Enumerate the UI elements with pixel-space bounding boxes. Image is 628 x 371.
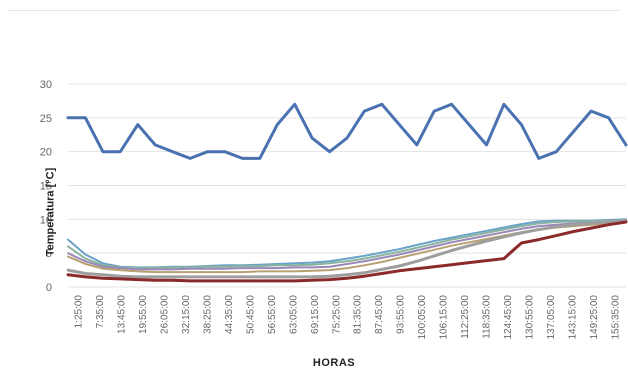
- x-tick-label: 38:25:00: [203, 295, 214, 334]
- x-tick-label: 32:15:00: [181, 295, 192, 334]
- x-tick-label: 26:05:00: [160, 295, 171, 334]
- y-tick-label: 15: [40, 181, 52, 193]
- x-tick-label: 44:35:00: [224, 295, 235, 334]
- series-line: [67, 219, 627, 271]
- y-tick-label: 20: [40, 147, 52, 159]
- x-tick-label: 81:35:00: [353, 295, 364, 334]
- y-tick-label: 0: [46, 282, 52, 294]
- x-tick-label: 149:25:00: [589, 295, 600, 340]
- y-tick-label: 25: [40, 113, 52, 125]
- x-tick-label: 143:15:00: [567, 295, 578, 340]
- x-tick-label: 87:45:00: [374, 295, 385, 334]
- x-tick-label: 13:45:00: [117, 295, 128, 334]
- x-tick-label: 75:25:00: [331, 295, 342, 334]
- x-tick-label: 19:55:00: [138, 295, 149, 334]
- y-axis-label: Temperatura [°C]: [44, 167, 57, 257]
- x-tick-label: 63:05:00: [288, 295, 299, 334]
- x-tick-label: 7:35:00: [95, 295, 106, 329]
- series-line: [66, 102, 628, 160]
- x-tick-label: 112:25:00: [460, 295, 471, 339]
- y-tick-label: 30: [40, 79, 52, 91]
- series-line: [67, 219, 627, 270]
- x-tick-label: 130:55:00: [524, 295, 535, 340]
- x-tick-label: 56:55:00: [267, 295, 278, 334]
- y-tick-label: 10: [40, 214, 52, 226]
- x-tick-label: 118:35:00: [482, 295, 493, 339]
- x-tick-label: 50:45:00: [245, 295, 256, 334]
- x-tick-label: 106:15:00: [439, 295, 450, 340]
- x-tick-label: 93:55:00: [396, 295, 407, 334]
- series-line: [66, 220, 628, 283]
- y-tick-label: 5: [46, 248, 52, 260]
- x-tick-label: 137:05:00: [546, 295, 557, 340]
- chart-frame-line: [8, 10, 620, 11]
- x-axis-label: HORAS: [312, 357, 356, 369]
- x-tick-label: 1:25:00: [74, 295, 85, 329]
- x-tick-label: 100:05:00: [417, 295, 428, 340]
- x-tick-label: 69:15:00: [310, 295, 321, 334]
- x-tick-label: 124:45:00: [503, 295, 514, 340]
- series-line: [66, 219, 628, 279]
- x-tick-label: 155:35:00: [610, 295, 621, 340]
